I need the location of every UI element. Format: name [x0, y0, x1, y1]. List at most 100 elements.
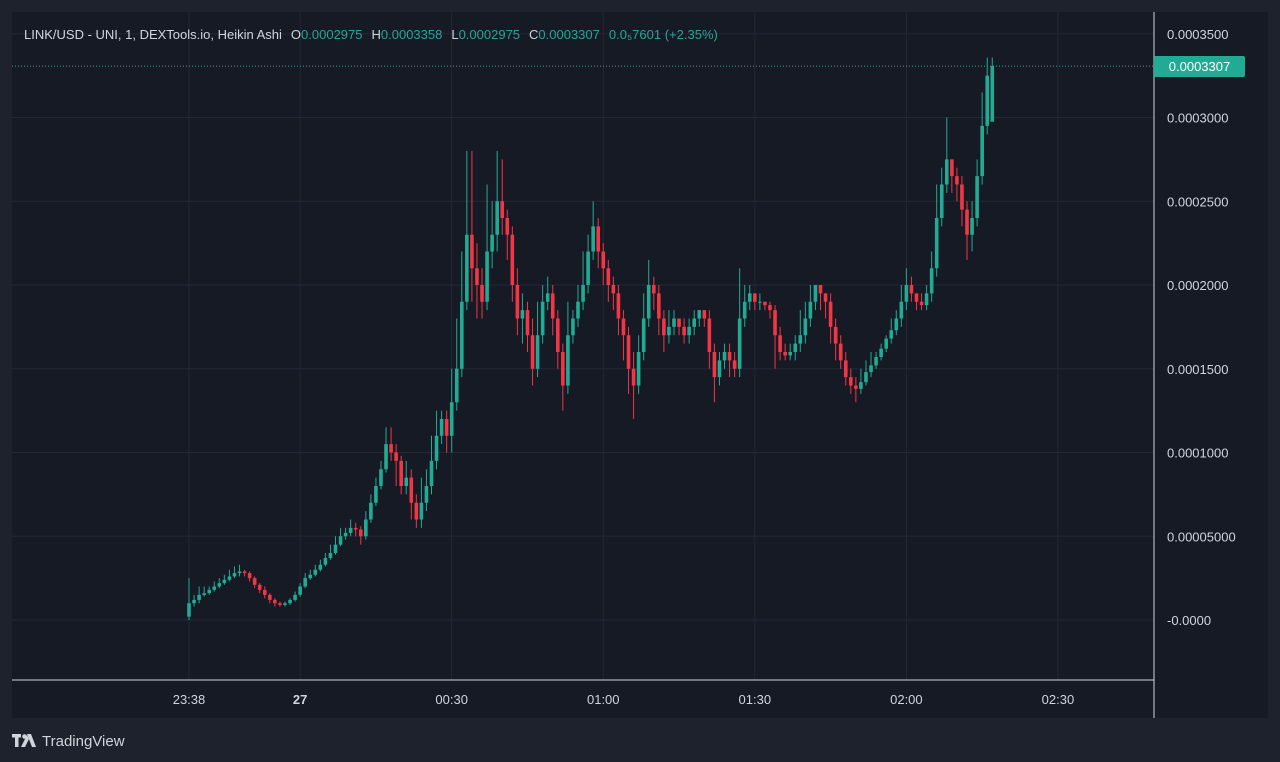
candle-body: [394, 452, 398, 461]
candle-body: [859, 382, 863, 389]
candle: [586, 234, 590, 294]
candle: [262, 586, 267, 599]
candle-body: [783, 352, 787, 356]
price-axis: 0.0003500 0.0003000 0.0002500 0.0002000 0.00…: [1167, 27, 1236, 628]
candle-body: [343, 532, 348, 537]
candle-body: [449, 402, 454, 436]
time-tick-label: 01:00: [587, 692, 620, 707]
low-label: L: [451, 26, 459, 42]
candle: [293, 591, 297, 602]
candle: [768, 301, 772, 319]
price-tick-label: 0.0002500: [1167, 194, 1228, 209]
price-tick-label: 0.0001500: [1167, 362, 1228, 377]
candle-body: [919, 301, 924, 306]
time-tick-label: 27: [293, 692, 307, 707]
candle: [374, 477, 378, 507]
candle: [929, 251, 934, 302]
candle-body: [389, 444, 393, 453]
candle: [530, 318, 535, 386]
candle-body: [470, 234, 474, 269]
candle: [646, 259, 651, 327]
candle-body: [252, 578, 257, 585]
candle-body: [409, 477, 414, 503]
candle-body: [525, 310, 530, 336]
close-label: C: [529, 26, 539, 42]
candle: [399, 455, 403, 495]
candle-body: [854, 385, 858, 389]
candle: [252, 576, 257, 589]
candle: [338, 527, 343, 547]
candle-body: [965, 209, 969, 235]
candle-body: [732, 360, 737, 369]
candle: [626, 326, 631, 394]
candle-body: [914, 293, 919, 302]
candle-body: [667, 326, 671, 336]
candle: [394, 444, 398, 486]
candle: [520, 293, 525, 344]
candle: [803, 301, 808, 344]
price-tick-label: 0.0003500: [1167, 27, 1228, 42]
candle-body: [641, 318, 646, 352]
candle: [742, 285, 747, 327]
candle-body: [298, 586, 302, 595]
candle: [389, 427, 393, 461]
candle-body: [348, 527, 353, 533]
candle-body: [515, 285, 520, 319]
candle: [369, 494, 373, 523]
candle: [737, 268, 742, 378]
candle: [879, 343, 883, 361]
candle: [485, 184, 489, 311]
candle-body: [293, 594, 297, 600]
candle-body: [768, 305, 772, 311]
candle: [470, 151, 474, 302]
candle-body: [985, 75, 990, 126]
candle-body: [576, 301, 580, 319]
candle-body: [262, 589, 267, 595]
candle: [555, 310, 560, 369]
footer[interactable]: TradingView: [12, 730, 125, 752]
chart-panel[interactable]: 0.0003500 0.0003000 0.0002500 0.0002000 0.00…: [12, 12, 1268, 718]
candle-body: [465, 234, 469, 302]
candle-body: [778, 335, 782, 352]
candle: [975, 159, 979, 227]
candle-body: [328, 553, 333, 559]
price-tick-label: 0.0002000: [1167, 278, 1228, 293]
candle: [217, 578, 222, 589]
candle: [758, 293, 762, 311]
candle-body: [591, 226, 595, 252]
candle-body: [849, 377, 853, 386]
candle-body: [510, 234, 515, 285]
candle: [914, 293, 919, 311]
candle: [884, 335, 888, 352]
candle-body: [737, 318, 742, 369]
high-label: H: [371, 26, 381, 42]
price-tick-label: 0.0003000: [1167, 111, 1228, 126]
candle-body: [904, 285, 909, 302]
candle-body: [631, 368, 636, 386]
candle: [823, 293, 828, 319]
open-label: O: [290, 26, 302, 42]
candle: [343, 527, 348, 540]
chart-canvas[interactable]: 0.0003500 0.0003000 0.0002500 0.0002000 0.00…: [12, 12, 1268, 718]
candle-body: [288, 599, 292, 604]
candle: [505, 209, 510, 260]
candle-body: [884, 338, 888, 349]
candle: [687, 318, 691, 344]
candle-body: [485, 251, 489, 302]
candle: [379, 460, 383, 490]
candle-body: [813, 285, 818, 302]
candle: [945, 117, 949, 193]
candle: [283, 601, 287, 607]
candle: [288, 598, 292, 605]
candle-body: [333, 544, 338, 553]
candle: [444, 410, 449, 453]
candle-body: [697, 310, 702, 319]
candle: [990, 57, 995, 122]
candle: [454, 318, 459, 411]
candle-body: [869, 365, 873, 373]
candle-body: [651, 285, 656, 294]
candle-body: [505, 218, 510, 235]
candle-body: [273, 599, 277, 604]
candle: [924, 285, 929, 311]
candle: [308, 569, 313, 580]
